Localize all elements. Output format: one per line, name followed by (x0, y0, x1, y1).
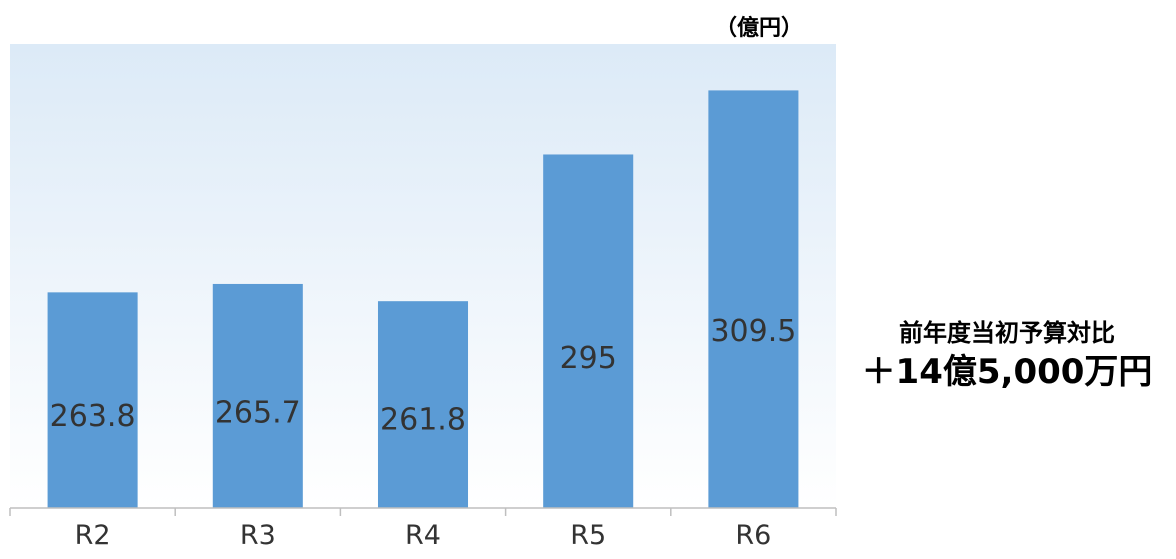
unit-label: （億円） (714, 16, 803, 41)
bars-layer: 263.8 265.7 261.8 295 309.5 (47, 90, 799, 509)
data-label-R6: 309.5 (710, 314, 796, 349)
x-tick-label-R6: R6 (735, 520, 771, 551)
budget-comparison-annotation: 前年度当初予算対比 ＋14億5,000万円 (838, 316, 1176, 394)
bar-R6 (708, 90, 799, 509)
bar-R5 (543, 154, 634, 508)
x-tick-label-R4: R4 (405, 520, 441, 551)
x-tick-label-R5: R5 (570, 520, 606, 551)
data-label-R4: 261.8 (380, 403, 466, 438)
annotation-title: 前年度当初予算対比 (899, 319, 1115, 347)
x-tick-label-R2: R2 (75, 520, 111, 551)
data-label-R3: 265.7 (215, 395, 301, 430)
bar-R4 (377, 301, 469, 508)
bar-R3 (212, 283, 303, 508)
annotation-amount: ＋14億5,000万円 (861, 352, 1153, 392)
bar-R2 (47, 292, 138, 508)
x-axis: R2 R3 R4 R5 R6 (9, 507, 837, 551)
data-label-R5: 295 (560, 341, 617, 376)
data-label-R2: 263.8 (50, 399, 136, 434)
x-tick-label-R3: R3 (240, 520, 276, 551)
